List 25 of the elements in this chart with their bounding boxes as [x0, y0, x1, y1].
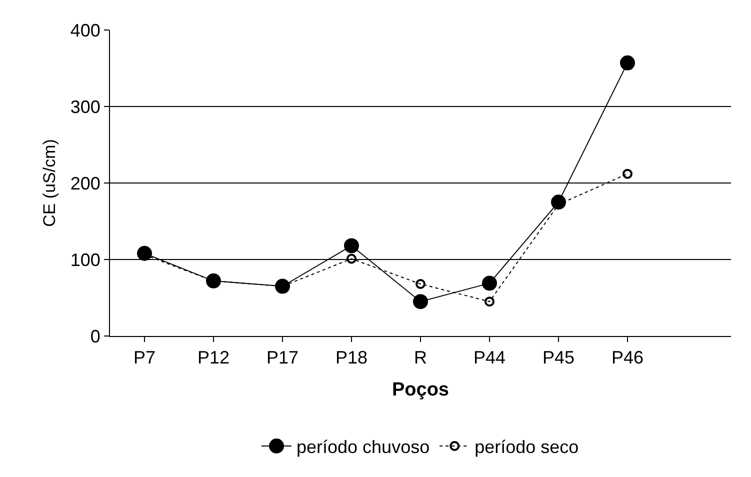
point	[622, 168, 632, 179]
point	[482, 276, 497, 291]
point	[416, 278, 426, 289]
y-tick-label: 300	[70, 96, 100, 117]
y-tick-label: 100	[70, 250, 100, 270]
x-tick-label: P17	[266, 348, 299, 368]
point	[413, 294, 428, 310]
point	[346, 254, 356, 264]
x-tick-label: P18	[335, 348, 368, 368]
legend-label: período chuvoso	[296, 437, 430, 458]
x-tick-label: P12	[197, 348, 230, 368]
x-tick-label: P46	[611, 348, 644, 368]
x-tick-label: R	[414, 348, 427, 368]
y-axis-title: CE (uS/cm)	[40, 139, 59, 227]
point	[484, 296, 494, 307]
x-tick-label: P45	[542, 348, 575, 368]
x-tick-label: P7	[133, 348, 156, 368]
y-tick-label: 0	[90, 326, 100, 346]
y-tick-label: 400	[70, 20, 100, 40]
legend-label: período seco	[474, 437, 579, 458]
point	[344, 238, 359, 254]
x-tick-label: P44	[473, 348, 506, 368]
y-tick-label: 200	[70, 173, 100, 194]
x-axis-title: Poços	[392, 379, 450, 400]
point	[620, 55, 635, 70]
